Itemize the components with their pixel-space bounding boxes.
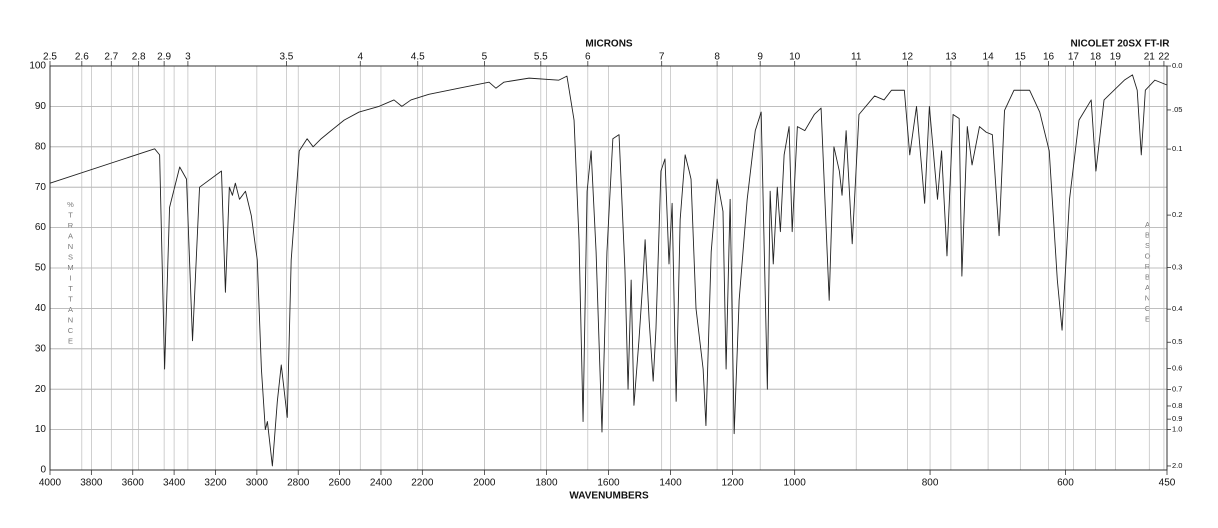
x-tick-label: 1000 xyxy=(784,478,807,489)
y2-axis-label: ABSORBANCE xyxy=(1143,220,1152,325)
x-tick-label: 3600 xyxy=(122,478,145,489)
y2-tick-label: 0.4 xyxy=(1172,304,1182,313)
y2-tick-label: 1.0 xyxy=(1172,425,1182,434)
x2-tick-label: 14 xyxy=(983,52,995,63)
x2-tick-label: 5 xyxy=(482,52,488,63)
y-tick-label: 100 xyxy=(29,61,46,72)
x2-tick-label: 4.5 xyxy=(411,52,425,63)
x2-tick-label: 6 xyxy=(585,52,591,63)
y2-tick-label: 0.2 xyxy=(1172,210,1182,219)
y-axis-label: %TRANSMITTANCE xyxy=(66,200,75,347)
plot-frame xyxy=(49,65,1168,471)
x2-tick-label: 9 xyxy=(757,52,763,63)
x2-tick-label: 12 xyxy=(902,52,914,63)
y2-tick-label: 0.6 xyxy=(1172,364,1182,373)
y-tick-label: 60 xyxy=(35,222,47,233)
y2-tick-label: 0.5 xyxy=(1172,337,1182,346)
x2-tick-label: 2.6 xyxy=(75,52,89,63)
y-tick-label: 10 xyxy=(35,424,47,435)
x-tick-label: 1400 xyxy=(659,478,682,489)
y2-tick-label: 2.0 xyxy=(1172,461,1182,470)
x-tick-label: 1800 xyxy=(535,478,558,489)
y-tick-label: 0 xyxy=(40,465,46,476)
y2-tick-label: 0.0 xyxy=(1172,61,1182,70)
x2-tick-label: 4 xyxy=(357,52,363,63)
x-tick-label: 1200 xyxy=(721,478,744,489)
x-tick-label: 2800 xyxy=(287,478,310,489)
x2-tick-label: 2.8 xyxy=(132,52,146,63)
x-tick-label: 4000 xyxy=(39,478,62,489)
x-tick-label: 3000 xyxy=(246,478,269,489)
x2-tick-label: 13 xyxy=(945,52,957,63)
x2-axis-label: MICRONS xyxy=(585,39,633,50)
x2-tick-label: 18 xyxy=(1090,52,1102,63)
y-tick-label: 70 xyxy=(35,182,47,193)
y2-tick-label: 0.1 xyxy=(1172,144,1182,153)
x2-tick-label: 10 xyxy=(789,52,801,63)
y2-tick-label: 0.7 xyxy=(1172,384,1182,393)
x-tick-label: 800 xyxy=(922,478,939,489)
x-tick-label: 2200 xyxy=(411,478,434,489)
x2-tick-label: 15 xyxy=(1015,52,1027,63)
x2-tick-label: 16 xyxy=(1043,52,1055,63)
x-tick-label: 2400 xyxy=(370,478,393,489)
x2-tick-label: 22 xyxy=(1158,52,1170,63)
x-tick-label: 450 xyxy=(1159,478,1176,489)
x-axis-label: WAVENUMBERS xyxy=(569,491,649,502)
x2-tick-label: 2.7 xyxy=(104,52,118,63)
y-tick-label: 80 xyxy=(35,141,47,152)
x2-tick-label: 21 xyxy=(1144,52,1156,63)
x2-tick-label: 19 xyxy=(1110,52,1122,63)
x2-tick-label: 2.5 xyxy=(43,52,57,63)
y-tick-label: 90 xyxy=(35,101,47,112)
y2-tick-label: .05 xyxy=(1172,105,1182,114)
x-tick-label: 3400 xyxy=(163,478,186,489)
spectrum-line xyxy=(49,74,1168,467)
x-tick-label: 3200 xyxy=(204,478,227,489)
y-tick-label: 50 xyxy=(35,263,47,274)
y-tick-label: 40 xyxy=(35,303,47,314)
y-tick-label: 30 xyxy=(35,343,47,354)
x-tick-label: 1600 xyxy=(597,478,620,489)
x2-tick-label: 3.5 xyxy=(279,52,293,63)
x-tick-label: 2600 xyxy=(328,478,351,489)
x2-tick-label: 17 xyxy=(1068,52,1080,63)
x2-tick-label: 11 xyxy=(851,52,862,63)
x2-tick-label: 5.5 xyxy=(534,52,548,63)
x2-tick-label: 2.9 xyxy=(157,52,171,63)
x-tick-label: 2000 xyxy=(473,478,496,489)
y2-tick-label: 0.8 xyxy=(1172,401,1182,410)
y-tick-label: 20 xyxy=(35,384,47,395)
x-tick-label: 600 xyxy=(1057,478,1074,489)
y2-tick-label: 0.3 xyxy=(1172,263,1182,272)
x2-tick-label: 3 xyxy=(185,52,191,63)
chart-title: NICOLET 20SX FT-IR xyxy=(1071,39,1171,50)
x-tick-label: 3800 xyxy=(80,478,103,489)
x2-tick-label: 7 xyxy=(659,52,665,63)
x2-tick-label: 8 xyxy=(714,52,720,63)
y2-tick-label: 0.9 xyxy=(1172,414,1182,423)
